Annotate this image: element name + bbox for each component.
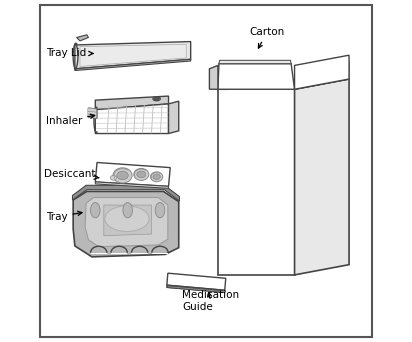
Ellipse shape [134,168,149,180]
Text: Inhaler: Inhaler [46,114,95,126]
Ellipse shape [113,168,132,183]
Polygon shape [80,44,186,66]
Polygon shape [95,104,169,133]
Polygon shape [167,285,225,293]
Polygon shape [75,42,191,69]
Polygon shape [88,114,96,118]
Polygon shape [85,198,168,247]
Polygon shape [88,108,96,112]
Polygon shape [73,192,179,257]
Ellipse shape [153,97,160,101]
Polygon shape [131,253,148,254]
Polygon shape [95,96,169,110]
Polygon shape [77,35,89,41]
Polygon shape [104,205,152,236]
Polygon shape [111,253,127,254]
Ellipse shape [137,171,146,178]
Polygon shape [167,273,226,290]
Polygon shape [295,62,349,89]
Text: Desiccant: Desiccant [44,169,99,180]
Ellipse shape [105,206,149,232]
Polygon shape [95,182,169,188]
Polygon shape [218,64,295,89]
Polygon shape [75,59,191,70]
Text: Medication
Guide: Medication Guide [182,290,239,312]
Polygon shape [73,185,180,201]
Ellipse shape [153,174,160,180]
Text: Tray Lid: Tray Lid [46,49,93,58]
Polygon shape [95,162,170,186]
Polygon shape [218,79,349,89]
Polygon shape [218,89,295,275]
Polygon shape [152,253,168,254]
Ellipse shape [91,202,100,218]
Ellipse shape [154,97,159,100]
Polygon shape [167,286,226,293]
Ellipse shape [123,202,132,218]
Polygon shape [88,111,96,115]
Polygon shape [89,108,97,118]
Ellipse shape [150,172,163,182]
Polygon shape [219,60,291,64]
Polygon shape [169,101,179,133]
Polygon shape [209,65,218,89]
Polygon shape [218,65,227,89]
Ellipse shape [155,202,165,218]
Polygon shape [295,55,349,89]
Polygon shape [91,253,107,254]
Text: Tray: Tray [46,211,82,222]
Polygon shape [295,79,349,275]
Text: Carton: Carton [250,27,285,48]
Ellipse shape [117,171,128,180]
Ellipse shape [110,175,117,180]
